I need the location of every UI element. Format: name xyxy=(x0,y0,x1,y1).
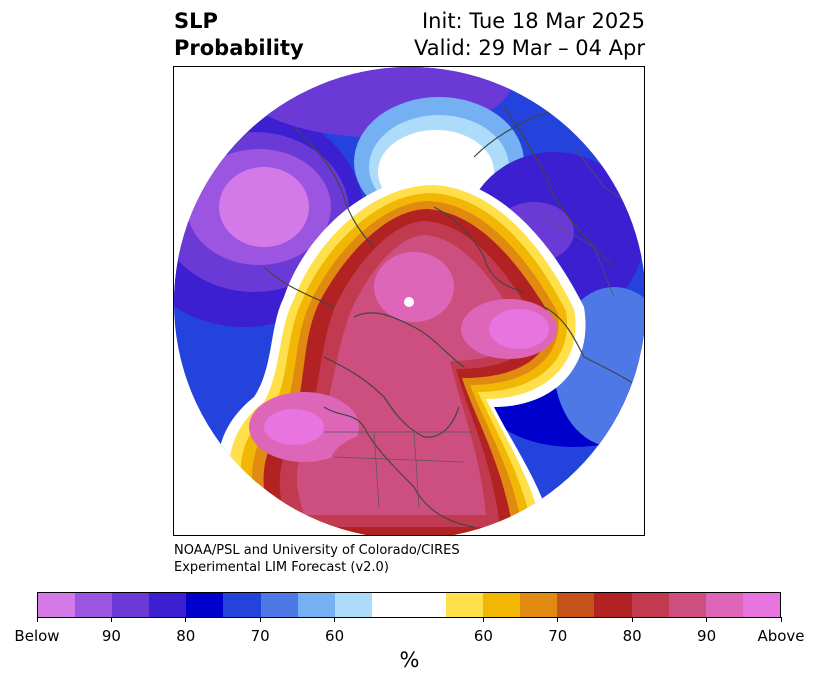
colorbar-tick-label: Below xyxy=(14,627,60,645)
field-above-90-arctic xyxy=(374,252,454,322)
colorbar-segment xyxy=(149,593,187,617)
colorbar-tick-label: 90 xyxy=(697,627,717,645)
colorbar-unit-label: % xyxy=(399,648,420,672)
field-above-max-europe xyxy=(489,309,549,349)
colorbar-segment xyxy=(705,593,743,617)
colorbar xyxy=(37,592,781,618)
colorbar-tick-label: 70 xyxy=(548,627,568,645)
colorbar-segment xyxy=(446,593,484,617)
colorbar-segment xyxy=(186,593,224,617)
colorbar-tick-mark xyxy=(706,617,708,622)
colorbar-segment xyxy=(668,593,706,617)
colorbar-segment xyxy=(297,593,335,617)
forecast-dates: Init: Tue 18 Mar 2025 Valid: 29 Mar – 04… xyxy=(414,8,645,62)
valid-date-range: Valid: 29 Mar – 04 Apr xyxy=(414,36,645,60)
field-above-max-pacific xyxy=(264,409,324,445)
colorbar-tick-label: 60 xyxy=(473,627,493,645)
title-line-probability: Probability xyxy=(174,36,304,60)
colorbar-tick-mark xyxy=(36,617,38,622)
colorbar-segment xyxy=(371,593,447,617)
colorbar-tick-mark xyxy=(482,617,484,622)
colorbar-segment xyxy=(334,593,372,617)
colorbar-ticks: Below 90 80 70 60 60 70 80 90 Above xyxy=(14,617,805,645)
field-below-west-core xyxy=(219,167,309,247)
credit-line-1: NOAA/PSL and University of Colorado/CIRE… xyxy=(174,543,460,558)
colorbar-tick-label: 70 xyxy=(250,627,270,645)
colorbar-tick-mark xyxy=(334,617,336,622)
field-above-90-conus xyxy=(329,432,439,502)
colorbar-segment xyxy=(223,593,261,617)
colorbar-segment xyxy=(594,593,632,617)
title-line-slp: SLP xyxy=(174,9,218,33)
colorbar-tick-mark xyxy=(557,617,559,622)
colorbar-segment xyxy=(260,593,298,617)
colorbar-tick-label: 80 xyxy=(176,627,196,645)
colorbar-tick-mark xyxy=(259,617,261,622)
credit-text: NOAA/PSL and University of Colorado/CIRE… xyxy=(174,542,460,576)
colorbar-tick-mark xyxy=(780,617,782,622)
colorbar-tick-mark xyxy=(110,617,112,622)
map-title: SLP Probability xyxy=(174,8,304,62)
colorbar-tick-mark xyxy=(631,617,633,622)
map-canvas xyxy=(174,67,644,535)
credit-line-2: Experimental LIM Forecast (v2.0) xyxy=(174,560,389,575)
colorbar-tick-label: 90 xyxy=(101,627,121,645)
colorbar-segment xyxy=(631,593,669,617)
init-date: Init: Tue 18 Mar 2025 xyxy=(421,9,645,33)
colorbar-tick-mark xyxy=(185,617,187,622)
colorbar-segment xyxy=(75,593,113,617)
coastlines xyxy=(263,102,640,528)
colorbar-tick-label: 80 xyxy=(622,627,642,645)
colorbar-segment xyxy=(557,593,595,617)
colorbar-segment xyxy=(483,593,521,617)
colorbar-tick-label: Above xyxy=(757,627,805,645)
colorbar-segment xyxy=(38,593,76,617)
colorbar-segment xyxy=(520,593,558,617)
colorbar-segment xyxy=(112,593,150,617)
colorbar-tick-label: 60 xyxy=(325,627,345,645)
probability-map xyxy=(173,66,645,536)
colorbar-segment xyxy=(742,593,780,617)
north-pole-marker xyxy=(404,297,414,307)
